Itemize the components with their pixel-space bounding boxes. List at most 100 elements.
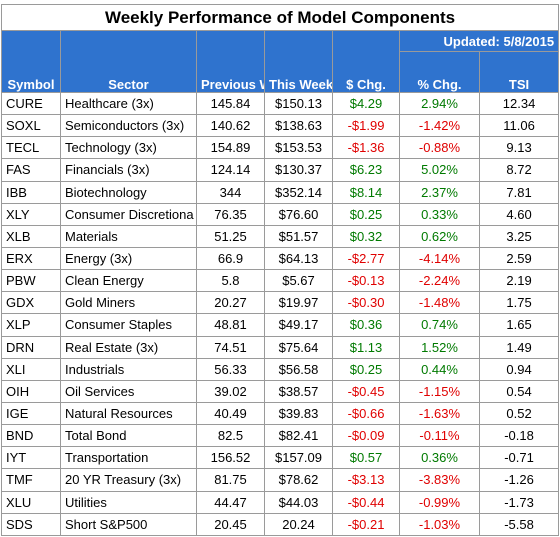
table-row: ERX Energy (3x) 66.9 $64.13 -$2.77 -4.14% 2.59: [1, 246, 560, 271]
percent-change-cell: -1.63%: [399, 401, 480, 426]
symbol-cell: PBW: [1, 269, 61, 293]
dollar-change-cell: $0.57: [332, 446, 400, 470]
column-header-percent-change: % Chg.: [399, 51, 480, 93]
previous-close-cell: 40.49: [196, 401, 265, 426]
symbol-cell: XLU: [1, 490, 61, 514]
previous-close-cell: 124.14: [196, 158, 265, 182]
percent-change-cell: -1.48%: [399, 291, 480, 315]
sector-cell: Consumer Staples: [60, 313, 197, 337]
percent-change-cell: 2.94%: [399, 91, 480, 116]
previous-close-cell: 76.35: [196, 202, 265, 226]
percent-change-cell: 2.37%: [399, 180, 480, 204]
tsi-cell: 1.49: [478, 335, 560, 359]
symbol-cell: ERX: [1, 246, 61, 271]
previous-close-cell: 66.9: [196, 246, 265, 271]
percent-change-cell: 0.74%: [399, 313, 480, 337]
table-row: SDS Short S&P500 20.45 20.24 -$0.21 -1.03% -5.…: [1, 512, 560, 537]
symbol-cell: FAS: [1, 158, 61, 182]
table-row: TMF 20 YR Treasury (3x) 81.75 $78.62 -$3.13-…: [1, 468, 560, 492]
tsi-cell: 12.34: [478, 91, 560, 116]
dollar-change-cell: -$0.21: [332, 512, 400, 537]
sector-cell: Consumer Discretiona: [60, 202, 197, 226]
symbol-cell: SOXL: [1, 114, 61, 138]
dollar-change-cell: -$1.99: [332, 114, 400, 138]
table-row: IBB Biotechnology 344 $352.14 $8.14 2.37% 7.81: [1, 180, 560, 204]
symbol-cell: XLI: [1, 357, 61, 381]
sector-cell: Total Bond: [60, 424, 197, 448]
tsi-cell: 4.60: [478, 202, 560, 226]
this-close-cell: $51.57: [264, 224, 333, 248]
dollar-change-cell: $6.23: [332, 158, 400, 182]
this-close-cell: $157.09: [264, 446, 333, 470]
tsi-cell: -5.58: [478, 512, 560, 537]
this-close-cell: $39.83: [264, 401, 333, 426]
this-close-cell: 20.24: [264, 512, 333, 537]
this-close-cell: $64.13: [264, 246, 333, 271]
table-row: IGE Natural Resources 40.49 $39.83 -$0.66 -1.…: [1, 401, 560, 426]
column-header-symbol: Symbol: [1, 30, 61, 93]
this-close-cell: $44.03: [264, 490, 333, 514]
percent-change-cell: 5.02%: [399, 158, 480, 182]
updated-date: Updated: 5/8/2015: [398, 30, 560, 52]
table-row: DRN Real Estate (3x) 74.51 $75.64 $1.13 1.52%…: [1, 335, 560, 359]
symbol-cell: CURE: [1, 91, 61, 116]
table-title: Weekly Performance of Model Components: [0, 4, 560, 31]
this-close-cell: $19.97: [264, 291, 333, 315]
dollar-change-cell: -$3.13: [332, 468, 400, 492]
previous-close-cell: 344: [196, 180, 265, 204]
previous-close-cell: 51.25: [196, 224, 265, 248]
performance-table: Weekly Performance of Model Components S…: [0, 4, 560, 537]
tsi-cell: 0.54: [478, 379, 560, 403]
tsi-cell: 0.52: [478, 401, 560, 426]
sector-cell: Short S&P500: [60, 512, 197, 537]
tsi-cell: 11.06: [478, 114, 560, 138]
tsi-cell: 9.13: [478, 136, 560, 160]
percent-change-cell: -3.83%: [399, 468, 480, 492]
dollar-change-cell: -$0.30: [332, 291, 400, 315]
sector-cell: Transportation: [60, 446, 197, 470]
tsi-cell: -1.73: [478, 490, 560, 514]
previous-close-cell: 48.81: [196, 313, 265, 337]
symbol-cell: GDX: [1, 291, 61, 315]
this-close-cell: $5.67: [264, 269, 333, 293]
previous-close-cell: 145.84: [196, 91, 265, 116]
table-row: TECL Technology (3x) 154.89 $153.53 -$1.36 -0…: [1, 136, 560, 160]
percent-change-cell: -4.14%: [399, 246, 480, 271]
dollar-change-cell: $1.13: [332, 335, 400, 359]
symbol-cell: TMF: [1, 468, 61, 492]
this-close-cell: $56.58: [264, 357, 333, 381]
table-row: BND Total Bond 82.5 $82.41 -$0.09 -0.11% -0.18: [1, 424, 560, 448]
symbol-cell: XLY: [1, 202, 61, 226]
dollar-change-cell: -$0.13: [332, 269, 400, 293]
table-row: FAS Financials (3x) 124.14 $130.37 $6.23 5.02…: [1, 158, 560, 182]
this-close-cell: $82.41: [264, 424, 333, 448]
sector-cell: Natural Resources: [60, 401, 197, 426]
table-row: XLI Industrials 56.33 $56.58 $0.25 0.44% 0.94: [1, 357, 560, 381]
this-close-cell: $138.63: [264, 114, 333, 138]
tsi-cell: 0.94: [478, 357, 560, 381]
this-close-cell: $130.37: [264, 158, 333, 182]
previous-close-cell: 56.33: [196, 357, 265, 381]
previous-close-cell: 20.27: [196, 291, 265, 315]
symbol-cell: IGE: [1, 401, 61, 426]
sector-cell: Real Estate (3x): [60, 335, 197, 359]
table-body: CURE Healthcare (3x) 145.84 $150.13 $4.29 2.9…: [1, 91, 560, 537]
symbol-cell: TECL: [1, 136, 61, 160]
percent-change-cell: -1.03%: [399, 512, 480, 537]
dollar-change-cell: -$0.66: [332, 401, 400, 426]
table-row: OIH Oil Services 39.02 $38.57 -$0.45 -1.15% 0.…: [1, 379, 560, 403]
previous-close-cell: 74.51: [196, 335, 265, 359]
dollar-change-cell: -$2.77: [332, 246, 400, 271]
dollar-change-cell: $0.25: [332, 357, 400, 381]
percent-change-cell: 0.62%: [399, 224, 480, 248]
dollar-change-cell: $0.36: [332, 313, 400, 337]
table-row: IYT Transportation 156.52 $157.09 $0.57 0.36%…: [1, 446, 560, 470]
tsi-cell: 1.65: [478, 313, 560, 337]
tsi-cell: 1.75: [478, 291, 560, 315]
table-row: GDX Gold Miners 20.27 $19.97 -$0.30 -1.48% 1.7…: [1, 291, 560, 315]
percent-change-cell: 0.44%: [399, 357, 480, 381]
sector-cell: 20 YR Treasury (3x): [60, 468, 197, 492]
table-row: PBW Clean Energy 5.8 $5.67 -$0.13 -2.24% 2.19: [1, 269, 560, 293]
previous-close-cell: 20.45: [196, 512, 265, 537]
tsi-cell: 7.81: [478, 180, 560, 204]
